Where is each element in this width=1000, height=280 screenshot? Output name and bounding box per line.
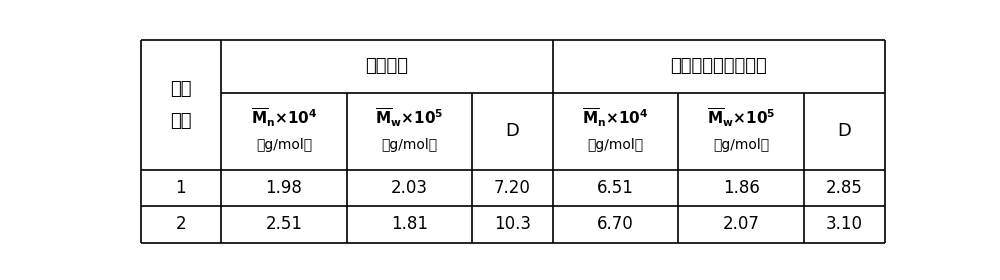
Text: 高温示差凝胶渗透法: 高温示差凝胶渗透法 <box>670 57 767 75</box>
Text: （g/mol）: （g/mol） <box>381 138 437 152</box>
Text: 1.98: 1.98 <box>265 179 302 197</box>
Text: （g/mol）: （g/mol） <box>588 138 644 152</box>
Text: $\mathbf{\overline{M}}$$_{\mathbf{w}}\mathbf{\times 10^5}$: $\mathbf{\overline{M}}$$_{\mathbf{w}}\ma… <box>707 106 775 129</box>
Text: （g/mol）: （g/mol） <box>256 138 312 152</box>
Text: $\mathbf{\overline{M}}$$_{\mathbf{w}}\mathbf{\times 10^5}$: $\mathbf{\overline{M}}$$_{\mathbf{w}}\ma… <box>375 106 444 129</box>
Text: 2.03: 2.03 <box>391 179 428 197</box>
Text: 1: 1 <box>175 179 186 197</box>
Text: $\mathbf{\overline{M}}$$_{\mathbf{n}}\mathbf{\times 10^4}$: $\mathbf{\overline{M}}$$_{\mathbf{n}}\ma… <box>582 106 649 129</box>
Text: 2: 2 <box>175 216 186 234</box>
Text: D: D <box>506 122 519 140</box>
Text: 本实施例: 本实施例 <box>365 57 408 75</box>
Text: 6.51: 6.51 <box>597 179 634 197</box>
Text: 2.51: 2.51 <box>265 216 302 234</box>
Text: 1.86: 1.86 <box>723 179 760 197</box>
Text: 3.10: 3.10 <box>826 216 863 234</box>
Text: 2.85: 2.85 <box>826 179 863 197</box>
Text: 样品
批号: 样品 批号 <box>170 80 192 130</box>
Text: 6.70: 6.70 <box>597 216 634 234</box>
Text: $\mathbf{\overline{M}}$$_{\mathbf{n}}\mathbf{\times 10^4}$: $\mathbf{\overline{M}}$$_{\mathbf{n}}\ma… <box>251 106 317 129</box>
Text: 10.3: 10.3 <box>494 216 531 234</box>
Text: 1.81: 1.81 <box>391 216 428 234</box>
Text: 7.20: 7.20 <box>494 179 531 197</box>
Text: D: D <box>837 122 851 140</box>
Text: 2.07: 2.07 <box>723 216 760 234</box>
Text: （g/mol）: （g/mol） <box>713 138 769 152</box>
